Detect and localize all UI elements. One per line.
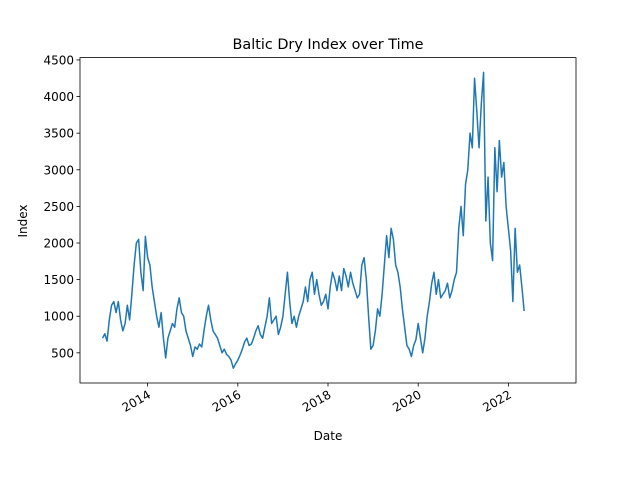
y-tick-label: 3500 xyxy=(43,127,74,141)
x-tick-label: 2022 xyxy=(480,387,513,414)
x-tick-label: 2016 xyxy=(210,387,243,414)
x-tick-label: 2018 xyxy=(300,387,333,414)
y-tick-label: 3000 xyxy=(43,163,74,177)
y-axis-label: Index xyxy=(16,204,30,237)
data-line xyxy=(101,71,525,369)
x-axis-label: Date xyxy=(314,429,343,443)
y-tick-label: 2000 xyxy=(43,236,74,250)
y-tick-label: 1000 xyxy=(43,310,74,324)
x-tick-label: 2020 xyxy=(390,387,423,414)
y-tick-label: 500 xyxy=(51,346,74,360)
y-tick-label: 4000 xyxy=(43,90,74,104)
y-tick-label: 2500 xyxy=(43,200,74,214)
axes-frame xyxy=(79,57,577,384)
chart-title: Baltic Dry Index over Time xyxy=(233,37,424,53)
y-tick-label: 4500 xyxy=(43,53,74,67)
x-tick-label: 2014 xyxy=(120,387,153,414)
y-tick-label: 1500 xyxy=(43,273,74,287)
